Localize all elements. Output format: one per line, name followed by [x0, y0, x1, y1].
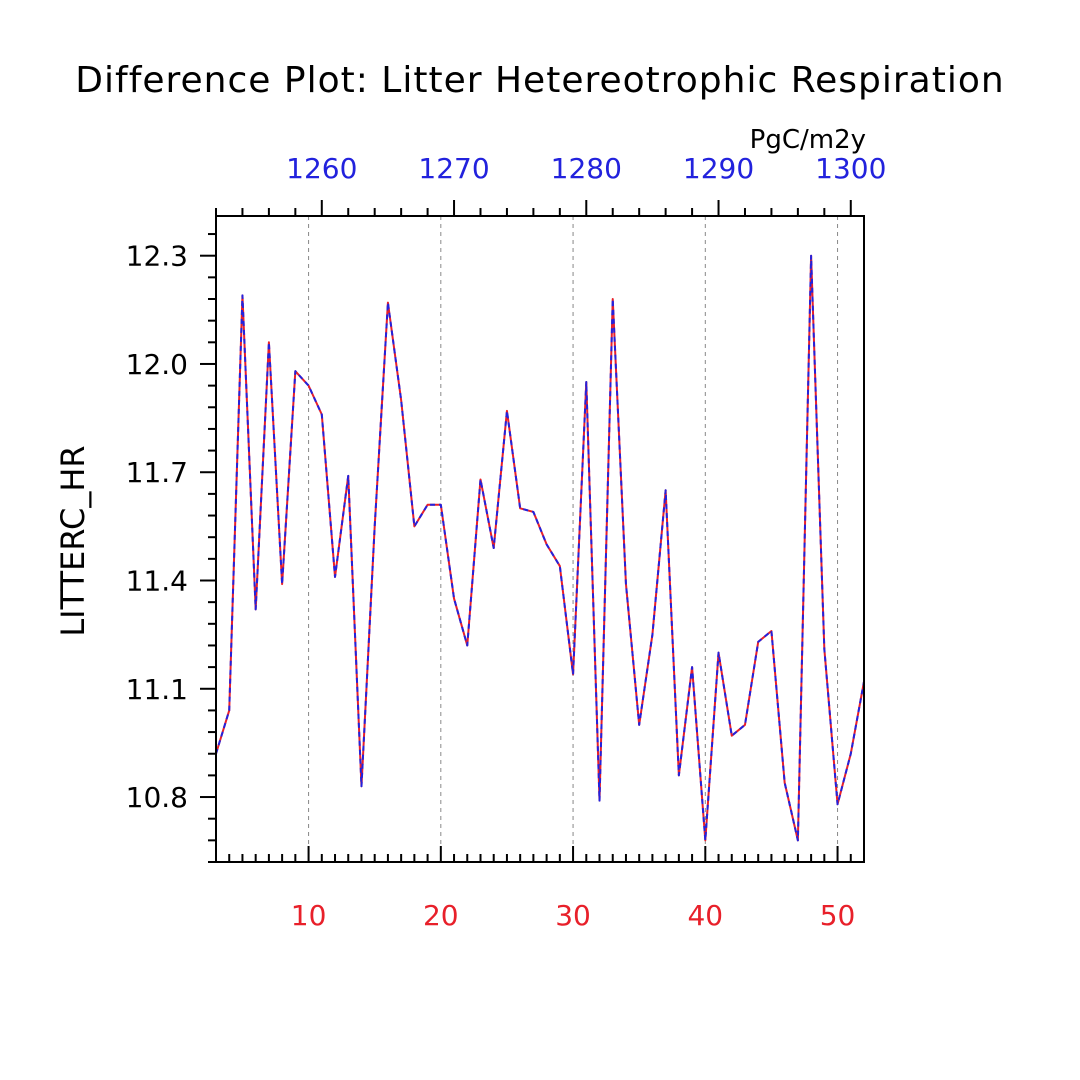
- bottom-tick-label: 40: [687, 899, 723, 932]
- top-tick-label: 1300: [815, 152, 886, 185]
- y-tick-label: 12.0: [126, 348, 188, 381]
- y-tick-label: 12.3: [126, 240, 188, 273]
- series-group: [215, 254, 865, 842]
- bottom-tick-label: 30: [555, 899, 591, 932]
- top-tick-label: 1290: [683, 152, 754, 185]
- y-tick-label: 11.7: [126, 456, 188, 489]
- grid-lines: [308, 216, 839, 862]
- y-axis-label: LITTERC_HR: [54, 445, 92, 636]
- series-line-0: [215, 254, 865, 842]
- chart-title: Difference Plot: Litter Hetereotrophic R…: [75, 60, 1004, 101]
- top-tick-label: 1280: [551, 152, 622, 185]
- units-label: PgC/m2y: [750, 125, 866, 155]
- top-tick-label: 1260: [286, 152, 357, 185]
- bottom-tick-label: 10: [291, 899, 327, 932]
- bottom-tick-label: 50: [820, 899, 856, 932]
- y-tick-label: 11.1: [126, 673, 188, 706]
- y-tick-label: 10.8: [126, 781, 188, 814]
- plot-frame: [215, 215, 865, 863]
- series-line-1: [215, 254, 865, 842]
- tick-labels: 10 20 30 40 50 1260 1270 1280 1290 1300 10.8 11.1 11…: [126, 152, 887, 932]
- bottom-tick-label: 20: [423, 899, 459, 932]
- top-tick-label: 1270: [418, 152, 489, 185]
- axis-ticks: [200, 200, 865, 863]
- y-tick-label: 11.4: [126, 565, 188, 598]
